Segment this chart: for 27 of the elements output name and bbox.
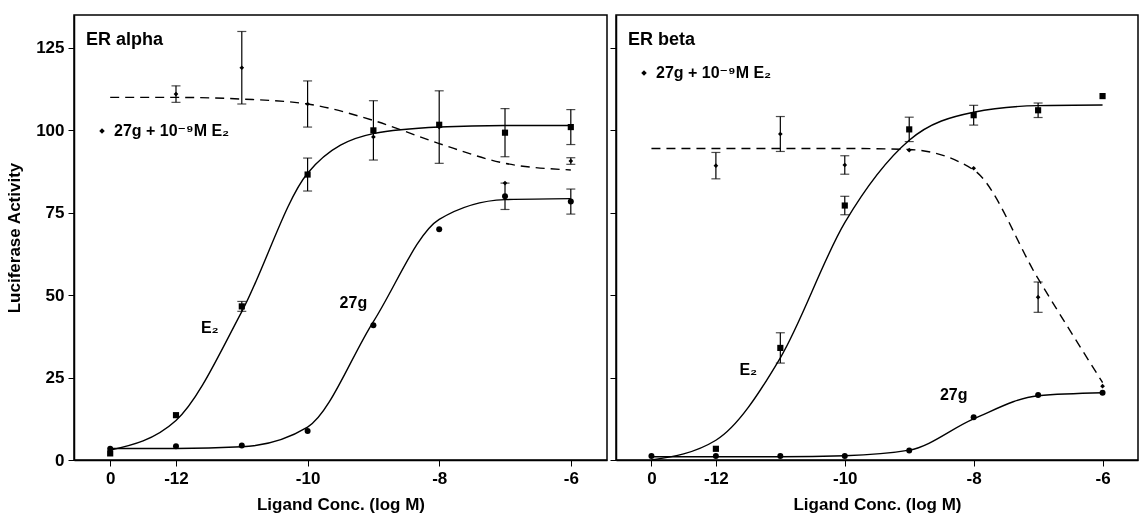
- x-tick-label: -8: [432, 468, 448, 488]
- text: ER alpha: [86, 29, 165, 49]
- x-tick-label: -12: [704, 468, 729, 488]
- y-tick-label: 125: [36, 38, 65, 58]
- text: ER beta: [628, 29, 697, 49]
- series-label: E₂: [739, 360, 758, 378]
- x-tick-label: -8: [966, 468, 982, 488]
- x-axis-title: Ligand Conc. (log M): [793, 494, 962, 514]
- x-tick-label: -12: [164, 468, 189, 488]
- x-tick-label: -10: [832, 468, 858, 488]
- series-label: 27g: [939, 386, 968, 404]
- series-label: 27g: [339, 294, 368, 312]
- x-tick-label: -10: [295, 468, 321, 488]
- y-axis-title: Luciferase Activity: [5, 162, 25, 314]
- y-tick-label: 75: [45, 203, 65, 223]
- x-tick-label: -6: [563, 468, 579, 488]
- x-tick-label: -6: [1095, 468, 1111, 488]
- x-tick-label: 0: [647, 468, 657, 488]
- y-tick-label: 100: [36, 120, 65, 140]
- y-tick-label: 0: [55, 450, 65, 470]
- x-tick-label: 0: [105, 468, 116, 488]
- legend-label: 27g + 10⁻⁹M E₂: [656, 64, 772, 81]
- y-tick-label: 25: [45, 368, 65, 388]
- legend-label: 27g + 10⁻⁹M E₂: [114, 122, 230, 139]
- series-label: E₂: [200, 319, 219, 337]
- y-tick-label: 50: [45, 285, 65, 305]
- x-axis-title: Ligand Conc. (log M): [256, 494, 426, 514]
